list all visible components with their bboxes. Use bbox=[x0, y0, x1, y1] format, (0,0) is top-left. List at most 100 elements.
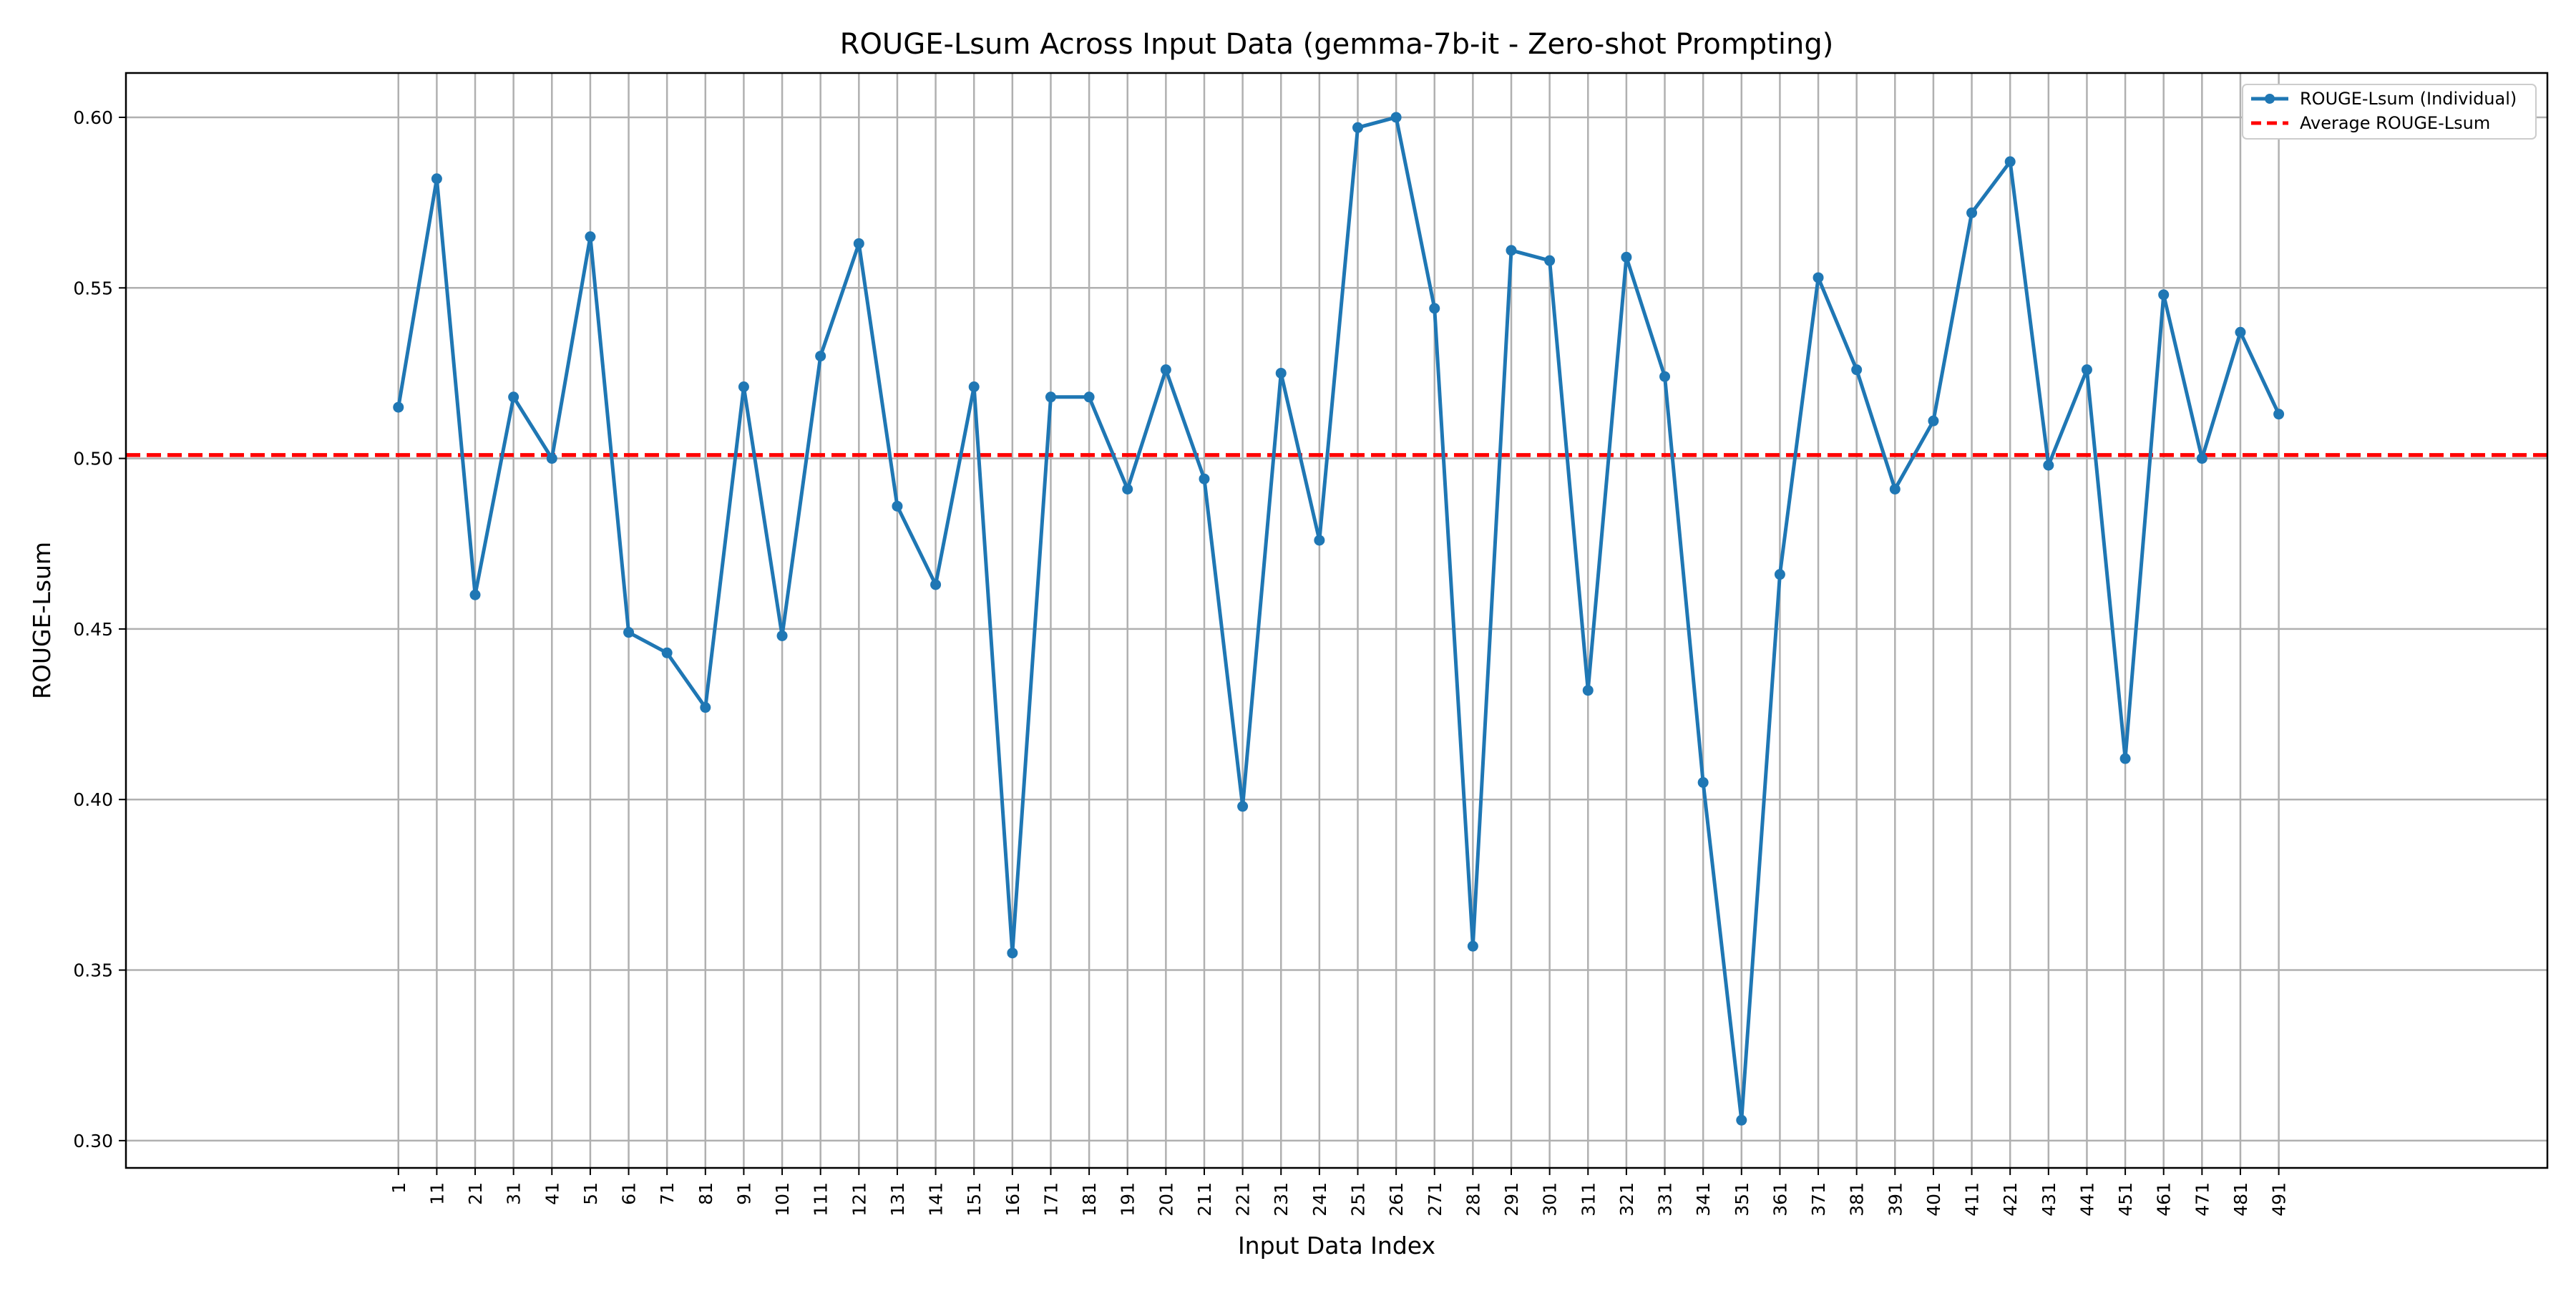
data-point bbox=[2158, 289, 2170, 301]
data-point bbox=[1736, 1114, 1747, 1126]
data-point bbox=[661, 647, 673, 658]
x-tick-label: 411 bbox=[1962, 1182, 1983, 1217]
data-point bbox=[469, 589, 481, 600]
x-tick-label: 21 bbox=[465, 1182, 486, 1205]
data-point bbox=[1774, 569, 1785, 580]
data-point bbox=[815, 351, 826, 362]
x-tick-label: 221 bbox=[1233, 1182, 1254, 1217]
x-tick-label: 161 bbox=[1002, 1182, 1023, 1217]
plot-frame bbox=[125, 72, 2549, 1169]
legend-label-average: Average ROUGE-Lsum bbox=[2300, 113, 2490, 133]
x-tick-label: 471 bbox=[2192, 1182, 2212, 1217]
x-tick-label: 311 bbox=[1578, 1182, 1599, 1217]
grid bbox=[126, 73, 2547, 1168]
data-point bbox=[700, 702, 711, 713]
data-point bbox=[1582, 685, 1594, 696]
x-tick-label: 271 bbox=[1425, 1182, 1445, 1217]
x-tick-label: 461 bbox=[2154, 1182, 2175, 1217]
x-tick-label: 331 bbox=[1655, 1182, 1676, 1217]
x-axis-label: Input Data Index bbox=[1238, 1232, 1435, 1260]
y-tick-label: 0.30 bbox=[73, 1131, 113, 1151]
y-tick-label: 0.60 bbox=[73, 107, 113, 128]
y-tick-label: 0.35 bbox=[73, 960, 113, 981]
x-tick-label: 341 bbox=[1693, 1182, 1714, 1217]
data-point bbox=[2081, 364, 2092, 376]
x-tick-label: 421 bbox=[2000, 1182, 2021, 1217]
data-point bbox=[1007, 947, 1018, 959]
x-tick-label: 451 bbox=[2115, 1182, 2136, 1217]
data-point bbox=[1966, 207, 1978, 218]
y-tick-label: 0.50 bbox=[73, 449, 113, 469]
data-point bbox=[738, 381, 749, 393]
x-tick-label: 1 bbox=[389, 1182, 409, 1194]
x-tick-label: 391 bbox=[1885, 1182, 1906, 1217]
data-point bbox=[2196, 453, 2207, 464]
x-tick-label: 41 bbox=[542, 1182, 562, 1205]
data-point bbox=[1506, 245, 1517, 256]
x-tick-label: 301 bbox=[1540, 1182, 1561, 1217]
data-point bbox=[431, 173, 442, 185]
data-point bbox=[1045, 391, 1056, 403]
data-point bbox=[393, 401, 404, 413]
x-tick-label: 361 bbox=[1770, 1182, 1790, 1217]
x-tick-label: 371 bbox=[1808, 1182, 1829, 1217]
data-point bbox=[1928, 415, 1939, 427]
y-tick-label: 0.40 bbox=[73, 789, 113, 810]
data-point bbox=[1544, 255, 1556, 266]
data-point bbox=[2043, 459, 2054, 471]
x-tick-label: 491 bbox=[2269, 1182, 2290, 1217]
data-point bbox=[1659, 371, 1671, 382]
x-tick-label: 31 bbox=[504, 1182, 525, 1205]
legend-label-individual: ROUGE-Lsum (Individual) bbox=[2300, 89, 2517, 109]
x-tick-label: 111 bbox=[811, 1182, 831, 1217]
data-point bbox=[776, 630, 788, 641]
y-axis: 0.30 0.35 0.40 0.45 0.50 0.55 0.60 bbox=[73, 107, 126, 1151]
data-point bbox=[1160, 364, 1171, 376]
x-tick-label: 51 bbox=[580, 1182, 601, 1205]
chart-title: ROUGE-Lsum Across Input Data (gemma-7b-i… bbox=[840, 28, 1834, 61]
data-point bbox=[1083, 391, 1095, 403]
x-tick-label: 261 bbox=[1386, 1182, 1407, 1217]
x-tick-label: 381 bbox=[1847, 1182, 1868, 1217]
data-point bbox=[930, 579, 942, 590]
x-tick-label: 141 bbox=[926, 1182, 947, 1217]
data-point bbox=[1275, 367, 1287, 379]
data-point bbox=[892, 500, 903, 512]
x-tick-label: 131 bbox=[887, 1182, 908, 1217]
y-axis-label: ROUGE-Lsum bbox=[28, 542, 56, 699]
series-line-individual bbox=[396, 115, 2280, 1122]
data-point bbox=[1467, 940, 1478, 952]
data-point bbox=[2235, 326, 2246, 338]
y-tick-label: 0.55 bbox=[73, 278, 113, 298]
x-axis: 1 11 21 31 41 51 61 71 81 91 101 111 121 131 141 151 161… bbox=[389, 1168, 2290, 1217]
x-tick-label: 61 bbox=[619, 1182, 640, 1205]
data-point bbox=[1851, 364, 1863, 376]
x-tick-label: 351 bbox=[1732, 1182, 1752, 1217]
x-tick-label: 181 bbox=[1079, 1182, 1100, 1217]
x-tick-label: 211 bbox=[1194, 1182, 1215, 1217]
x-tick-label: 101 bbox=[772, 1182, 793, 1217]
x-tick-label: 11 bbox=[426, 1182, 447, 1205]
legend-marker-individual bbox=[2265, 94, 2275, 104]
x-tick-label: 151 bbox=[964, 1182, 985, 1217]
data-point bbox=[546, 453, 557, 464]
x-tick-label: 241 bbox=[1309, 1182, 1330, 1217]
data-point bbox=[1429, 303, 1440, 314]
data-point bbox=[1621, 251, 1632, 263]
x-tick-label: 231 bbox=[1271, 1182, 1292, 1217]
x-tick-label: 81 bbox=[696, 1182, 716, 1205]
x-tick-label: 291 bbox=[1501, 1182, 1522, 1217]
series-layer bbox=[393, 112, 2285, 1126]
x-tick-label: 121 bbox=[849, 1182, 869, 1217]
x-tick-label: 441 bbox=[2077, 1182, 2097, 1217]
x-tick-label: 481 bbox=[2230, 1182, 2251, 1217]
legend: ROUGE-Lsum (Individual) Average ROUGE-Ls… bbox=[2242, 84, 2537, 140]
data-point bbox=[1199, 473, 1210, 484]
data-point bbox=[1122, 483, 1133, 495]
y-tick-label: 0.45 bbox=[73, 619, 113, 640]
x-tick-label: 251 bbox=[1347, 1182, 1368, 1217]
data-point bbox=[1237, 801, 1249, 812]
x-tick-label: 321 bbox=[1616, 1182, 1637, 1217]
